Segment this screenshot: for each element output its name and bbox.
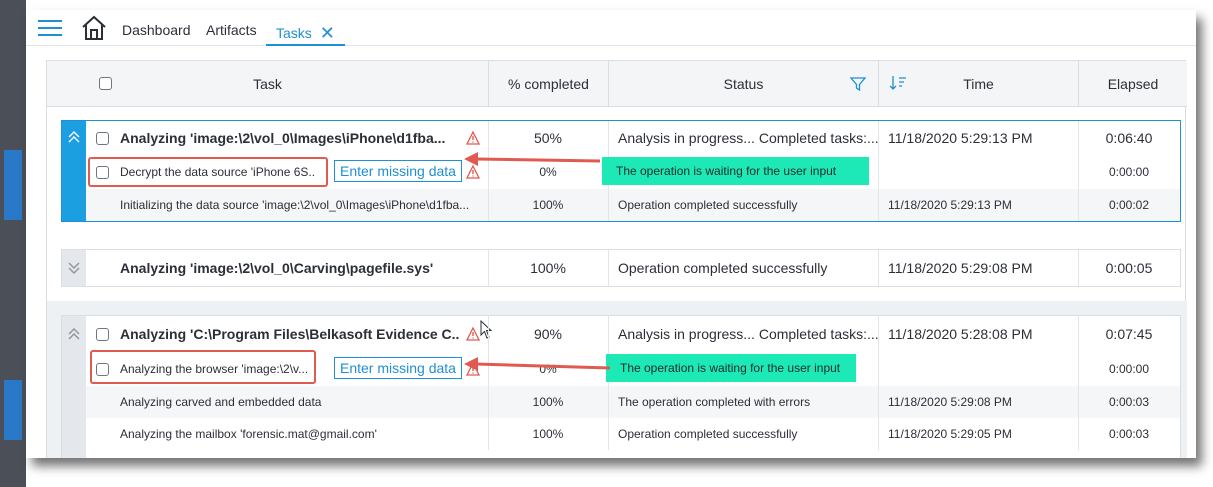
subtask-status: Operation completed successfully bbox=[618, 427, 798, 441]
chevron-double-down-icon bbox=[68, 262, 80, 274]
warning-icon bbox=[466, 131, 480, 145]
subtask-name: Analyzing the browser 'image:\2\v... bbox=[120, 362, 309, 376]
home-icon[interactable] bbox=[80, 14, 108, 42]
collapse-group-button[interactable] bbox=[62, 121, 86, 221]
table-row[interactable]: Analyzing the mailbox 'forensic.mat@gmai… bbox=[86, 418, 1180, 450]
task-time: 11/18/2020 5:28:08 PM bbox=[888, 326, 1033, 342]
task-status: Analysis in progress... Completed tasks:… bbox=[618, 326, 879, 342]
background-window-fragment bbox=[4, 380, 22, 440]
task-status: Analysis in progress... Completed tasks:… bbox=[618, 130, 879, 146]
table-row[interactable]: Analyzing the browser 'image:\2\v... Ent… bbox=[86, 352, 1180, 386]
column-header-status-label: Status bbox=[723, 76, 764, 92]
close-tab-icon[interactable]: ✕ bbox=[319, 23, 335, 43]
task-elapsed: 0:06:40 bbox=[1105, 130, 1153, 146]
sort-descending-icon[interactable] bbox=[889, 75, 907, 91]
top-nav-bar: Dashboard Artifacts Tasks ✕ bbox=[26, 10, 1196, 46]
subtask-time: 11/18/2020 5:29:13 PM bbox=[888, 198, 1012, 212]
select-all-checkbox[interactable] bbox=[99, 77, 112, 90]
task-group: Analyzing 'image:\2\vol_0\Carving\pagefi… bbox=[61, 249, 1181, 287]
table-row[interactable]: Initializing the data source 'image:\2\v… bbox=[86, 189, 1180, 221]
subtask-elapsed: 0:00:03 bbox=[1108, 427, 1150, 441]
tasks-table: Task % completed Status Time Elapsed bbox=[46, 60, 1187, 458]
task-status: Operation completed successfully bbox=[618, 260, 828, 276]
subtask-elapsed: 0:00:00 bbox=[1108, 362, 1150, 376]
task-percent: 50% bbox=[533, 130, 563, 146]
subtask-percent: 100% bbox=[532, 427, 564, 441]
callout-arrow-icon bbox=[464, 152, 601, 166]
table-row[interactable]: Analyzing carved and embedded data 100% … bbox=[86, 386, 1180, 418]
task-elapsed: 0:07:45 bbox=[1105, 326, 1153, 342]
subtask-name: Analyzing carved and embedded data bbox=[120, 395, 322, 409]
collapse-group-button[interactable] bbox=[62, 316, 86, 458]
chevron-double-up-icon bbox=[68, 131, 80, 143]
task-percent: 100% bbox=[530, 260, 566, 276]
subtask-time: 11/18/2020 5:29:05 PM bbox=[888, 427, 1012, 441]
background-desktop-strip bbox=[0, 0, 26, 487]
nav-tab-dashboard[interactable]: Dashboard bbox=[122, 22, 191, 38]
task-time: 11/18/2020 5:29:13 PM bbox=[888, 130, 1033, 146]
callout-highlight-box bbox=[90, 350, 316, 384]
subtask-status: Operation completed successfully bbox=[618, 198, 798, 212]
hamburger-menu-icon[interactable] bbox=[38, 20, 62, 36]
waiting-status-badge: The operation is waiting for the user in… bbox=[606, 354, 856, 382]
column-header-task[interactable]: Task bbox=[47, 61, 489, 107]
task-percent: 90% bbox=[533, 326, 563, 342]
subtask-time: 11/18/2020 5:29:08 PM bbox=[888, 395, 1012, 409]
subtask-elapsed: 0:00:03 bbox=[1108, 395, 1150, 409]
task-elapsed: 0:00:05 bbox=[1105, 260, 1153, 276]
enter-missing-data-button[interactable]: Enter missing data bbox=[334, 160, 462, 182]
task-time: 11/18/2020 5:29:08 PM bbox=[888, 260, 1033, 276]
table-row[interactable]: Analyzing 'image:\2\vol_0\Carving\pagefi… bbox=[86, 250, 1180, 286]
nav-tab-artifacts[interactable]: Artifacts bbox=[206, 22, 257, 38]
row-checkbox[interactable] bbox=[96, 131, 109, 145]
column-header-time-label: Time bbox=[963, 76, 994, 92]
column-header-task-label: Task bbox=[253, 76, 282, 92]
task-group: Analyzing 'C:\Program Files\Belkasoft Ev… bbox=[61, 315, 1181, 458]
expand-group-button[interactable] bbox=[62, 250, 86, 286]
row-checkbox[interactable] bbox=[96, 327, 109, 341]
subtask-name: Analyzing the mailbox 'forensic.mat@gmai… bbox=[120, 427, 377, 441]
subtask-status: The operation completed with errors bbox=[618, 395, 811, 409]
warning-icon bbox=[466, 327, 480, 341]
filter-icon[interactable] bbox=[850, 76, 866, 92]
table-row[interactable]: Analyzing 'C:\Program Files\Belkasoft Ev… bbox=[86, 316, 1180, 352]
table-header: Task % completed Status Time Elapsed bbox=[47, 61, 1187, 107]
task-name: Analyzing 'image:\2\vol_0\Images\iPhone\… bbox=[120, 130, 446, 146]
row-checkbox[interactable] bbox=[96, 165, 109, 179]
chevron-double-up-icon bbox=[68, 328, 80, 340]
task-group: Analyzing 'image:\2\vol_0\Images\iPhone\… bbox=[61, 120, 1181, 222]
table-row[interactable]: Analyzing 'image:\2\vol_0\Images\iPhone\… bbox=[86, 121, 1180, 155]
warning-icon bbox=[466, 165, 480, 179]
subtask-percent: 0% bbox=[539, 165, 557, 179]
task-name: Analyzing 'image:\2\vol_0\Carving\pagefi… bbox=[120, 260, 434, 276]
callout-arrow-icon bbox=[464, 357, 611, 371]
subtask-percent: 100% bbox=[532, 198, 564, 212]
callout-highlight-box bbox=[88, 157, 328, 187]
subtask-percent: 100% bbox=[532, 395, 564, 409]
app-window: Dashboard Artifacts Tasks ✕ Task % comple… bbox=[26, 10, 1196, 458]
column-header-elapsed[interactable]: Elapsed bbox=[1107, 76, 1159, 92]
subtask-time bbox=[888, 155, 1078, 189]
column-header-status[interactable]: Status bbox=[609, 61, 879, 107]
nav-tab-tasks-label: Tasks bbox=[276, 25, 312, 41]
subtask-elapsed: 0:00:00 bbox=[1108, 165, 1150, 179]
table-row[interactable]: Decrypt the data source 'iPhone 6S... En… bbox=[86, 155, 1180, 189]
row-checkbox[interactable] bbox=[96, 362, 109, 376]
subtask-name: Decrypt the data source 'iPhone 6S... bbox=[120, 165, 316, 179]
column-header-percent[interactable]: % completed bbox=[489, 61, 609, 107]
subtask-name: Initializing the data source 'image:\2\v… bbox=[120, 198, 470, 212]
nav-tab-tasks[interactable]: Tasks ✕ bbox=[266, 10, 345, 46]
task-name: Analyzing 'C:\Program Files\Belkasoft Ev… bbox=[120, 326, 460, 342]
enter-missing-data-button[interactable]: Enter missing data bbox=[334, 357, 462, 379]
subtask-time bbox=[888, 352, 1078, 386]
waiting-status-badge: The operation is waiting for the user in… bbox=[602, 157, 869, 185]
background-window-fragment bbox=[4, 150, 22, 220]
column-header-time[interactable]: Time bbox=[879, 61, 1079, 107]
subtask-elapsed: 0:00:02 bbox=[1108, 198, 1150, 212]
